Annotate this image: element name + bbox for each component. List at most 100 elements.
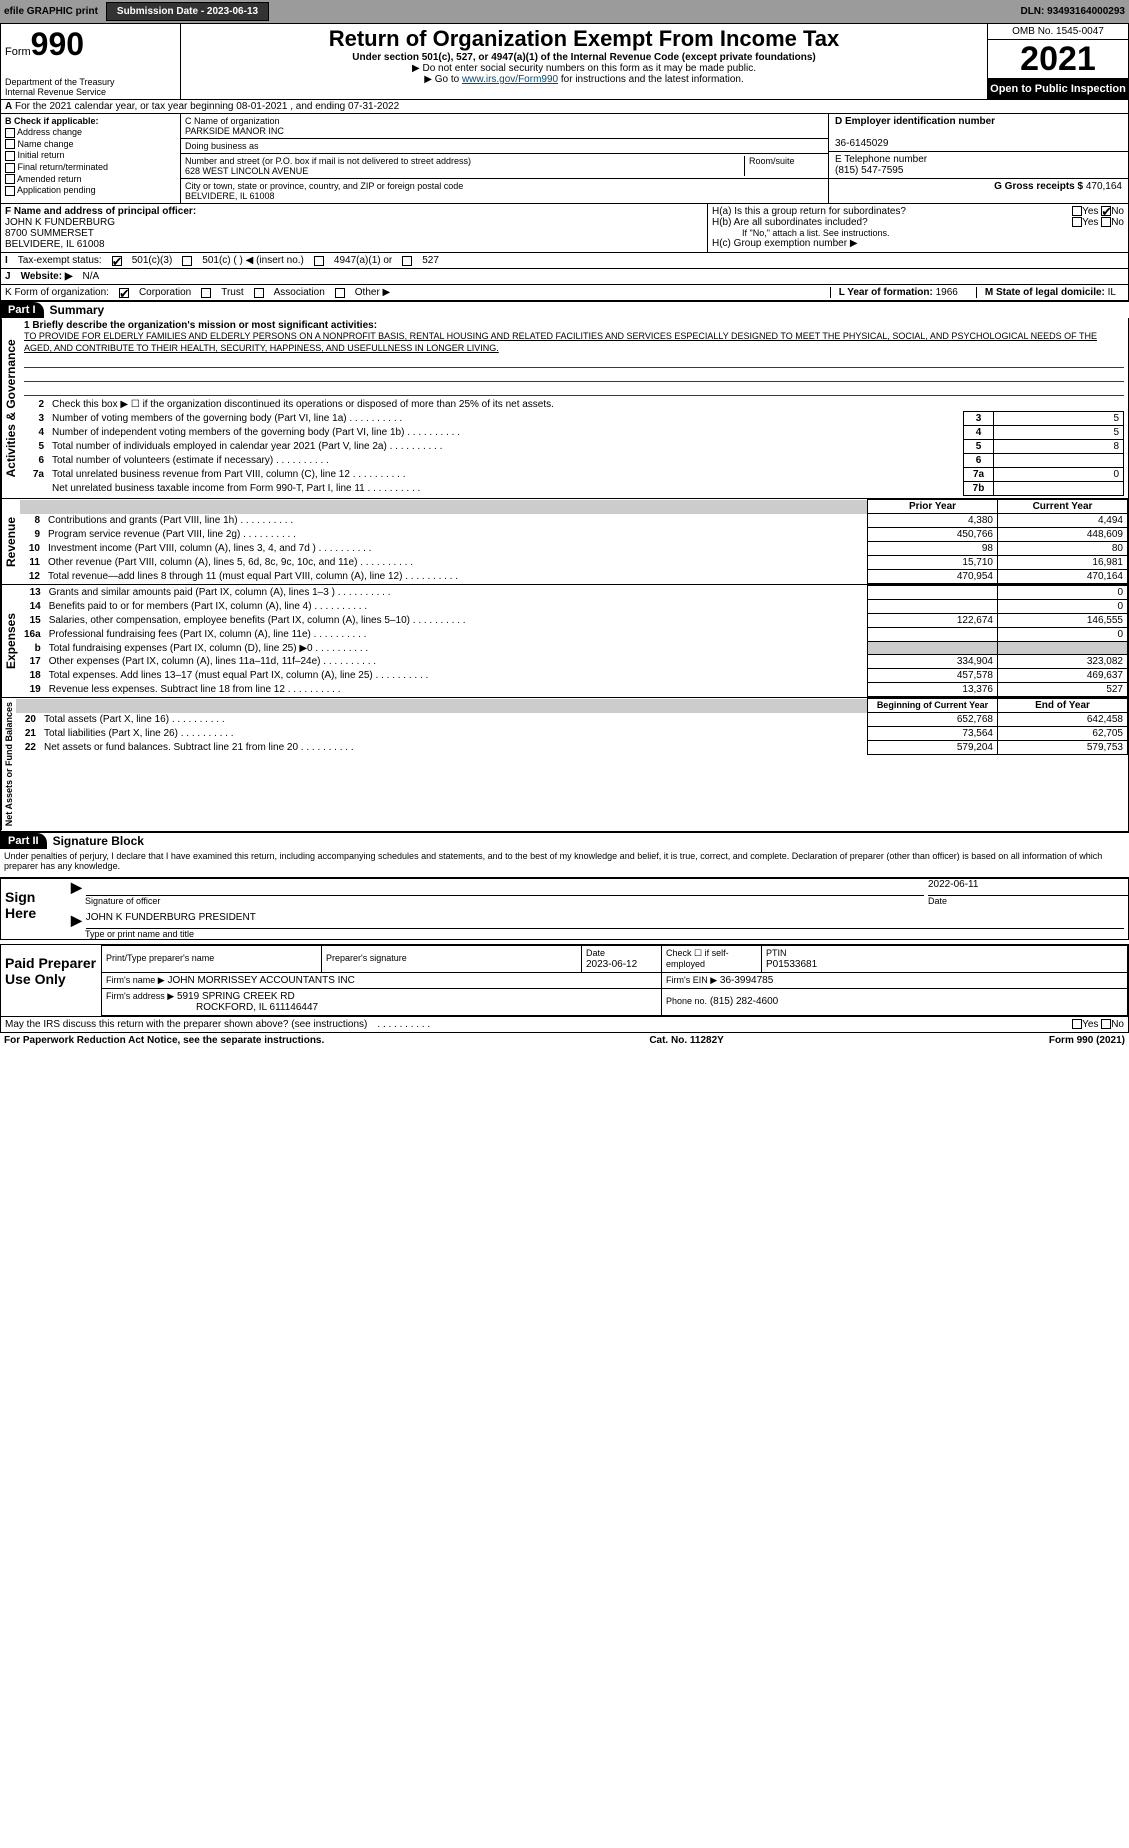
page-footer: For Paperwork Reduction Act Notice, see … (0, 1033, 1129, 1048)
check-501c3[interactable] (112, 256, 122, 266)
tax-year-range: For the 2021 calendar year, or tax year … (15, 101, 399, 112)
paid-preparer-block: Paid Preparer Use Only Print/Type prepar… (0, 944, 1129, 1017)
opt-527: 527 (422, 255, 439, 266)
part1-title: Summary (44, 303, 105, 317)
opt-501c3: 501(c)(3) (132, 255, 173, 266)
part1-header: Part I Summary (0, 301, 1129, 318)
blank-line (24, 384, 1124, 396)
check-address-change[interactable]: Address change (5, 127, 176, 138)
officer-addr2: BELVIDERE, IL 61008 (5, 239, 105, 250)
firm-phone-label: Phone no. (666, 996, 707, 1006)
col-current: Current Year (998, 500, 1128, 514)
section-j: J Website: ▶ N/A (0, 269, 1129, 285)
firm-name: JOHN MORRISSEY ACCOUNTANTS INC (167, 975, 354, 986)
part2-badge: Part II (0, 833, 47, 849)
may-irs-text: May the IRS discuss this return with the… (5, 1019, 367, 1030)
opt-501c: 501(c) ( ) ◀ (insert no.) (202, 255, 304, 266)
prep-date-label: Date (586, 948, 605, 958)
netassets-table: Beginning of Current YearEnd of Year 20T… (16, 698, 1128, 755)
mission-text: TO PROVIDE FOR ELDERLY FAMILIES AND ELDE… (24, 331, 1124, 354)
phone-label: E Telephone number (835, 154, 927, 165)
penalty-statement: Under penalties of perjury, I declare th… (0, 849, 1129, 873)
dept-treasury: Department of the Treasury (5, 77, 176, 87)
l-label: L Year of formation: (839, 287, 936, 298)
room-suite-label: Room/suite (744, 156, 824, 176)
section-h: H(a) Is this a group return for subordin… (708, 204, 1128, 252)
part1-badge: Part I (0, 302, 44, 318)
section-k-l-m: K Form of organization: Corporation Trus… (0, 285, 1129, 301)
year-formation: 1966 (936, 287, 958, 298)
goto-note: ▶ Go to www.irs.gov/Form990 for instruct… (187, 74, 981, 85)
preparer-table: Print/Type preparer's name Preparer's si… (101, 945, 1128, 1016)
check-yes[interactable] (1072, 1019, 1082, 1029)
check-501c[interactable] (182, 256, 192, 266)
form-subtitle: Under section 501(c), 527, or 4947(a)(1)… (187, 52, 981, 63)
check-initial-return[interactable]: Initial return (5, 150, 176, 161)
check-trust[interactable] (201, 288, 211, 298)
check-name-change[interactable]: Name change (5, 139, 176, 150)
ha-label: H(a) Is this a group return for subordin… (712, 206, 906, 217)
col-begin: Beginning of Current Year (868, 699, 998, 713)
section-f-h: F Name and address of principal officer:… (0, 204, 1129, 253)
col-prior: Prior Year (868, 500, 998, 514)
firm-addr1: 5919 SPRING CREEK RD (177, 991, 295, 1002)
irs-link[interactable]: www.irs.gov/Form990 (462, 74, 558, 85)
website-label: Website: ▶ (21, 271, 73, 282)
check-corporation[interactable] (119, 288, 129, 298)
revenue-table: Prior YearCurrent Year 8Contributions an… (20, 499, 1128, 584)
opt-assoc: Association (274, 287, 325, 298)
section-b: B Check if applicable: Address change Na… (1, 114, 181, 203)
city-state-zip: BELVIDERE, IL 61008 (185, 191, 824, 201)
check-527[interactable] (402, 256, 412, 266)
expenses-block: Expenses 13Grants and similar amounts pa… (0, 585, 1129, 698)
ein-value: 36-6145029 (835, 138, 888, 149)
firm-addr2: ROCKFORD, IL 611146447 (106, 1002, 318, 1013)
check-other[interactable] (335, 288, 345, 298)
firm-ein-label: Firm's EIN ▶ (666, 975, 717, 985)
tax-year: 2021 (988, 40, 1128, 79)
firm-addr-label: Firm's address ▶ (106, 991, 174, 1001)
section-c: C Name of organization PARKSIDE MANOR IN… (181, 114, 828, 203)
check-amended-return[interactable]: Amended return (5, 174, 176, 185)
ein-label: D Employer identification number (835, 116, 995, 127)
hc-label: H(c) Group exemption number ▶ (712, 238, 1124, 249)
submission-date-button[interactable]: Submission Date - 2023-06-13 (106, 2, 269, 21)
street-label: Number and street (or P.O. box if mail i… (185, 156, 744, 166)
gross-receipts-label: G Gross receipts $ (994, 181, 1086, 192)
form-header: Form990 Department of the Treasury Inter… (0, 23, 1129, 100)
street-address: 628 WEST LINCOLN AVENUE (185, 166, 744, 176)
firm-phone: (815) 282-4600 (710, 996, 778, 1007)
section-a: A For the 2021 calendar year, or tax yea… (0, 100, 1129, 114)
side-expenses: Expenses (1, 585, 20, 697)
check-association[interactable] (254, 288, 264, 298)
paid-preparer-label: Paid Preparer Use Only (1, 945, 101, 1016)
ssn-note: ▶ Do not enter social security numbers o… (187, 63, 981, 74)
blank-line (24, 356, 1124, 368)
netassets-block: Net Assets or Fund Balances Beginning of… (0, 698, 1129, 831)
check-no[interactable] (1101, 1019, 1111, 1029)
check-final-return[interactable]: Final return/terminated (5, 162, 176, 173)
part2-title: Signature Block (47, 834, 144, 848)
tax-exempt-row: I Tax-exempt status: 501(c)(3) 501(c) ( … (0, 253, 1129, 269)
side-governance: Activities & Governance (1, 318, 20, 498)
revenue-block: Revenue Prior YearCurrent Year 8Contribu… (0, 499, 1129, 585)
sign-here-label: Sign Here (1, 879, 71, 939)
goto-suffix: for instructions and the latest informat… (558, 74, 744, 85)
self-employed-check[interactable]: Check ☐ if self-employed (662, 945, 762, 972)
tax-status-label: Tax-exempt status: (18, 255, 102, 266)
cat-number: Cat. No. 11282Y (649, 1035, 723, 1046)
sig-officer-label: Signature of officer (85, 896, 928, 906)
form-number: Form990 (5, 26, 176, 63)
hb-note: If "No," attach a list. See instructions… (712, 228, 1124, 238)
side-revenue: Revenue (1, 499, 20, 584)
officer-printed-name: JOHN K FUNDERBURG PRESIDENT (86, 912, 1124, 929)
part2-header: Part II Signature Block (0, 832, 1129, 849)
officer-type-label: Type or print name and title (85, 929, 194, 939)
opt-other: Other ▶ (355, 287, 390, 298)
check-application-pending[interactable]: Application pending (5, 185, 176, 196)
sign-here-block: Sign Here ▶ 2022-06-11 Signature of offi… (0, 877, 1129, 940)
check-4947[interactable] (314, 256, 324, 266)
sig-date: 2022-06-11 (928, 879, 1128, 896)
prep-name-label: Print/Type preparer's name (106, 953, 214, 963)
efile-label: efile GRAPHIC print (4, 6, 98, 17)
